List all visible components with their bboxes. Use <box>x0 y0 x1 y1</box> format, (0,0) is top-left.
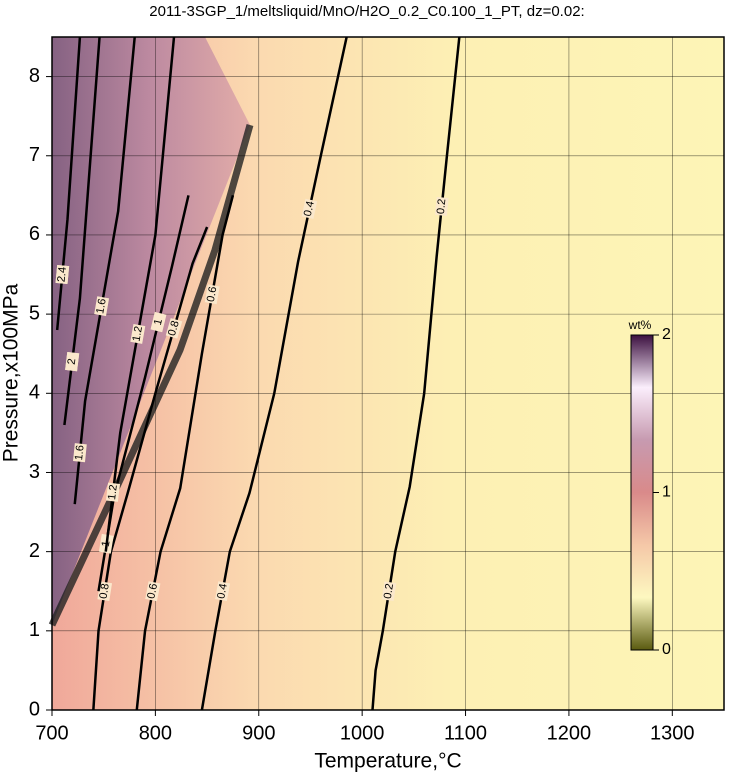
x-tick-label: 700 <box>35 722 68 744</box>
contour-label-text: 1.2 <box>106 484 120 501</box>
contour-label: 0.6 <box>145 581 161 602</box>
contour-label-text: 0.8 <box>166 319 182 337</box>
contour-label-box <box>381 581 397 602</box>
colorbar-label: wt% <box>628 318 652 332</box>
contour-label: 0.4 <box>215 581 231 602</box>
contour-label-box <box>130 324 146 344</box>
contour-label-text: 0.4 <box>215 583 230 600</box>
colorbar-tick-label: 1 <box>662 484 671 501</box>
contour-label-box <box>301 198 318 219</box>
contour-label-box <box>73 443 87 463</box>
y-tick-label: 2 <box>29 540 40 562</box>
contour-label: 0.8 <box>97 581 113 602</box>
contour-line <box>92 226 209 710</box>
chart-title: 2011-3SGP_1/meltsliquid/MnO/H2O_0.2_C0.1… <box>149 3 584 20</box>
contour-label-text: 1.6 <box>73 444 86 460</box>
x-tick-label: 1200 <box>547 722 592 744</box>
contour-label: 0.6 <box>204 284 220 305</box>
contour-line <box>371 37 461 710</box>
contour-label-box <box>215 581 231 602</box>
contour-line <box>200 37 348 710</box>
contour-label-text: 1 <box>152 318 165 327</box>
contour-line <box>55 37 82 331</box>
contour-label: 1 <box>150 311 167 333</box>
y-tick-label: 6 <box>29 223 40 245</box>
contour-line <box>63 37 101 426</box>
contour-label-text: 0.2 <box>382 583 396 600</box>
contour-label-text: 0.8 <box>98 583 112 600</box>
high-value-region <box>52 37 250 625</box>
x-tick-label: 1300 <box>650 722 695 744</box>
contour-label-box <box>105 482 121 502</box>
contour-label-box <box>434 196 449 217</box>
contour-label: 0.2 <box>434 196 449 217</box>
contours: 0.20.20.40.40.60.60.80.8111.21.21.61.622… <box>55 37 461 710</box>
y-tick-label: 8 <box>29 65 40 87</box>
y-tick-label: 4 <box>29 382 40 404</box>
y-tick-label: 5 <box>29 302 40 324</box>
x-axis-label: Temperature,°C <box>314 750 461 773</box>
contour-label-text: 2.4 <box>56 266 69 282</box>
contour-label: 2 <box>65 351 80 372</box>
contour-label: 0.4 <box>301 198 318 219</box>
y-tick-label: 0 <box>29 698 40 720</box>
colorbar-tick-label: 2 <box>662 326 671 343</box>
x-tick-label: 1100 <box>444 722 487 744</box>
contour-label: 1.2 <box>105 482 121 502</box>
y-axis-label: Pressure,x100MPa <box>0 283 23 462</box>
contour-label-text: 0.4 <box>302 200 317 217</box>
x-tick-label: 1000 <box>340 722 385 744</box>
contour-label-box <box>65 351 80 372</box>
contour-label-box <box>165 318 183 339</box>
plot-frame <box>51 36 725 711</box>
contour-label: 1.6 <box>94 296 110 317</box>
contour-label-text: 1.2 <box>130 325 144 342</box>
contour-label-text: 1.6 <box>94 298 108 315</box>
contour-label: 0.8 <box>165 318 183 339</box>
contour-label: 1.6 <box>73 443 87 463</box>
contour-label: 1.2 <box>130 324 146 344</box>
contour-label: 0.2 <box>381 581 397 602</box>
colorbar-tick-label: 0 <box>662 641 671 658</box>
contour-label-text: 2 <box>66 358 79 366</box>
contour-label-box <box>145 581 161 602</box>
contour-label-box <box>150 311 167 333</box>
contour-label-text: 0.2 <box>435 198 448 214</box>
contour-label-text: 0.6 <box>145 583 160 600</box>
contour-label-box <box>97 581 113 602</box>
x-tick-label: 800 <box>139 722 172 744</box>
contour-label-box <box>55 265 70 285</box>
contour-label-box <box>204 284 220 305</box>
y-tick-label: 3 <box>29 461 40 483</box>
contour-label-text: 0.6 <box>205 286 219 303</box>
contour-line <box>135 195 235 710</box>
contour-label-box <box>94 296 110 317</box>
y-tick-label: 7 <box>29 144 40 166</box>
y-tick-label: 1 <box>29 619 40 641</box>
colorbar <box>630 334 654 651</box>
dense-contour-band <box>48 124 254 627</box>
contour-label: 2.4 <box>55 265 70 285</box>
x-tick-label: 900 <box>242 722 275 744</box>
